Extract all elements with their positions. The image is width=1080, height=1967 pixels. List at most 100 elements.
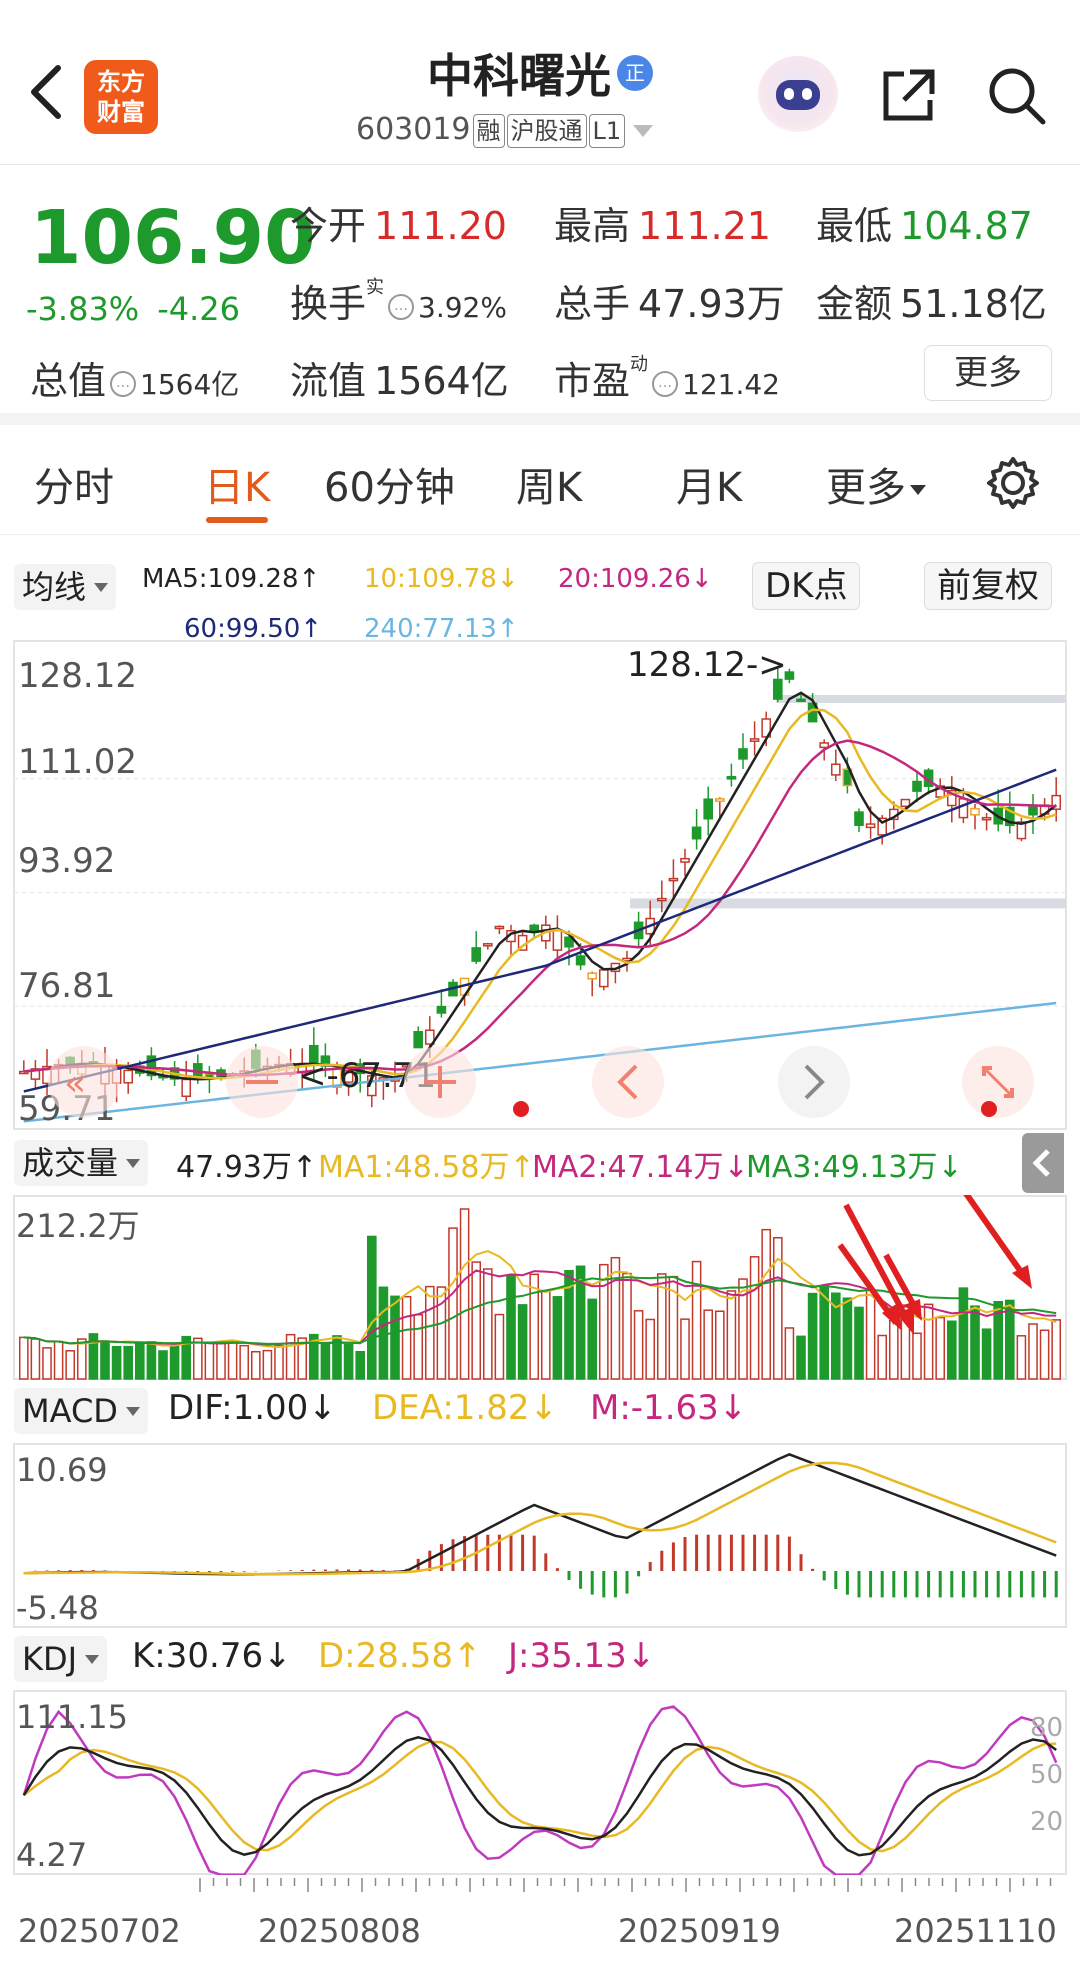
- share-icon[interactable]: [880, 66, 938, 124]
- info-icon[interactable]: …: [110, 370, 137, 397]
- volume-legend: 成交量 47.93万↑ MA1:48.58万↑ MA2:47.14万↓ MA3:…: [0, 1140, 1080, 1190]
- header: 东方财富 中科曙光正 603019 融沪股通 L1: [0, 0, 1080, 165]
- volume-bar: [935, 1316, 946, 1380]
- volume-bar: [320, 1343, 331, 1380]
- price-change: -3.83% -4.26: [26, 290, 240, 328]
- candle-body: [1028, 805, 1038, 816]
- adjust-button[interactable]: 前复权: [924, 562, 1052, 610]
- pe-label: 市盈: [554, 359, 631, 403]
- resistance-band: [776, 695, 1066, 703]
- amount-value: 51.18亿: [900, 282, 1047, 326]
- volume-bar: [946, 1320, 957, 1380]
- date-label-4: 20251110: [894, 1912, 1057, 1950]
- scroll-left-double-icon[interactable]: «: [48, 1046, 120, 1118]
- fullscreen-icon[interactable]: [962, 1046, 1034, 1118]
- candle-body: [691, 826, 702, 840]
- dk-point-button[interactable]: DK点: [752, 562, 861, 610]
- macd-selector-label: MACD: [22, 1392, 118, 1430]
- volume-bar: [703, 1309, 714, 1380]
- tag-connect: 沪股通: [506, 114, 587, 148]
- ai-robot-icon[interactable]: [758, 56, 838, 132]
- tab-intraday[interactable]: 分时: [34, 465, 114, 511]
- tag-margin: 融: [472, 114, 505, 148]
- tag-level: L1: [588, 114, 626, 148]
- tab-daily-k[interactable]: 日K: [204, 465, 271, 511]
- kdj-level-50: 50: [1030, 1760, 1063, 1790]
- volume-selector[interactable]: 成交量: [14, 1140, 149, 1186]
- turnover-value: 3.92%: [418, 291, 507, 324]
- volume-bar: [529, 1273, 540, 1380]
- tab-monthly-k[interactable]: 月K: [676, 465, 743, 511]
- volume-bar: [610, 1256, 621, 1380]
- app-logo: 东方财富: [84, 60, 158, 134]
- volume-bar: [598, 1263, 609, 1380]
- volume-bar: [807, 1292, 818, 1380]
- volume-bar: [888, 1319, 899, 1380]
- info-icon[interactable]: …: [388, 293, 415, 320]
- volume-bar: [65, 1350, 76, 1380]
- volume-value: 47.93万↑: [176, 1150, 318, 1185]
- candle-body: [320, 1055, 331, 1067]
- volume-bar: [401, 1295, 412, 1380]
- candle-body: [958, 798, 969, 819]
- volume-bar: [471, 1261, 482, 1380]
- open-value: 111.20: [374, 204, 507, 248]
- kline-y-label-3: 93.92: [18, 841, 115, 881]
- ma240-value: 240:77.13↑: [364, 614, 519, 644]
- candle-body: [471, 947, 482, 962]
- tab-60min[interactable]: 60分钟: [324, 465, 455, 511]
- support-band: [630, 898, 1066, 909]
- candle-body: [482, 943, 493, 947]
- zoom-out-icon[interactable]: [226, 1046, 298, 1118]
- scroll-right-icon[interactable]: [778, 1046, 850, 1118]
- total-value-label: 总值: [30, 359, 107, 403]
- caret-down-icon: [126, 1159, 141, 1168]
- volume-bar: [958, 1287, 969, 1380]
- tab-weekly-k[interactable]: 周K: [516, 465, 583, 511]
- quote-panel: 106.90 -3.83% -4.26 总值… 1564亿 今开 111.20 最高 1…: [0, 165, 1080, 425]
- kdj-d: D:28.58↑: [318, 1636, 482, 1676]
- macd-dea-line: [23, 1461, 1057, 1576]
- info-icon[interactable]: …: [652, 370, 679, 397]
- collapse-panel-button[interactable]: [1022, 1133, 1064, 1193]
- more-button[interactable]: 更多: [924, 345, 1052, 401]
- open-cell: 今开 111.20: [290, 195, 507, 250]
- volume-bar: [656, 1273, 667, 1380]
- period-tabs: 分时 日K 60分钟 周K 月K 更多: [0, 425, 1080, 535]
- volume-bar: [830, 1292, 841, 1380]
- event-dot[interactable]: [981, 1101, 997, 1117]
- macd-chart[interactable]: 10.69 -5.48: [0, 1443, 1080, 1628]
- ma5-value: MA5:109.28↑: [142, 564, 321, 594]
- ma-line-0: [23, 691, 1057, 1081]
- pe-cell: 市盈动… 121.42: [554, 350, 780, 405]
- candle-body: [819, 742, 830, 749]
- macd-y-top: 10.69: [16, 1451, 108, 1489]
- gear-icon[interactable]: [985, 455, 1041, 511]
- kline-chart[interactable]: 128.12 111.02 93.92 76.81 59.71 128.12->…: [0, 640, 1080, 1130]
- macd-selector[interactable]: MACD: [14, 1388, 148, 1434]
- volume-bar: [1004, 1299, 1015, 1380]
- kdj-selector[interactable]: KDJ: [14, 1636, 108, 1682]
- volume-bar: [865, 1289, 876, 1380]
- candle-body: [900, 798, 911, 808]
- search-icon[interactable]: [985, 64, 1047, 126]
- back-arrow-icon[interactable]: [26, 62, 66, 122]
- ma-legend: 均线 MA5:109.28↑ 10:109.78↓ 20:109.26↓ 60:…: [0, 558, 1080, 658]
- kdj-level-20: 20: [1030, 1807, 1063, 1837]
- stock-code-line[interactable]: 603019 融沪股通 L1: [356, 112, 654, 148]
- volume-bar: [912, 1332, 922, 1380]
- candle-body: [865, 823, 876, 829]
- candle-body: [413, 1031, 424, 1049]
- volume-bar: [854, 1306, 864, 1380]
- zoom-in-icon[interactable]: [404, 1046, 476, 1118]
- volume-chart[interactable]: 212.2万: [0, 1195, 1080, 1380]
- volume-bar: [378, 1286, 389, 1380]
- event-dot[interactable]: [513, 1101, 529, 1117]
- candle-body: [436, 1005, 447, 1014]
- scroll-left-icon[interactable]: [592, 1046, 664, 1118]
- ma-selector[interactable]: 均线: [14, 564, 117, 610]
- kdj-chart[interactable]: 111.15 4.27 80 50 20: [0, 1690, 1080, 1875]
- volume-bar: [216, 1341, 226, 1380]
- volume-bar: [877, 1334, 888, 1380]
- tab-more[interactable]: 更多: [826, 455, 926, 513]
